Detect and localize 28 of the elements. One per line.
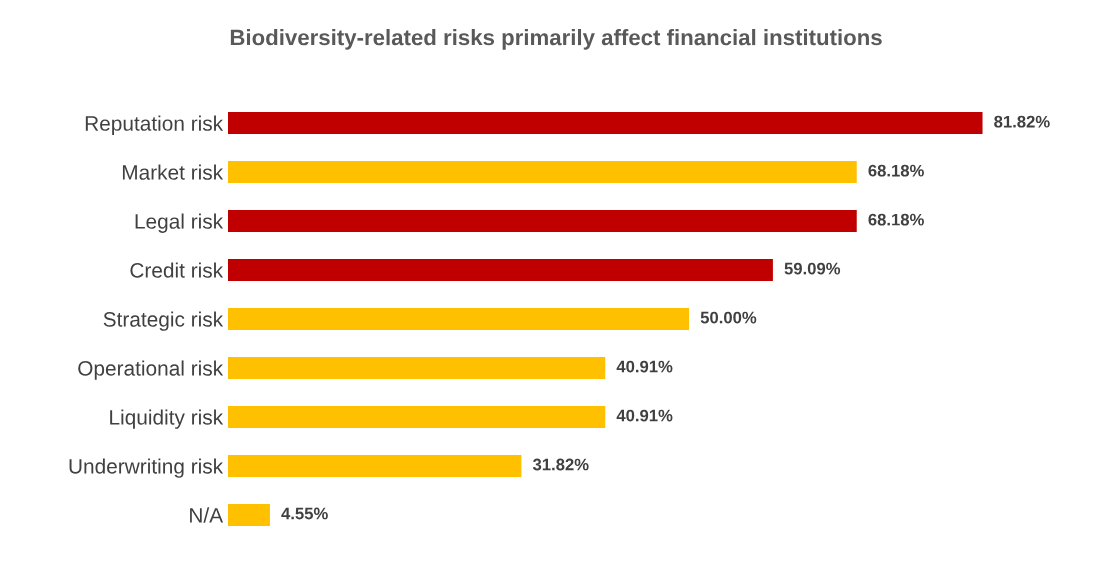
bar: [227, 210, 857, 233]
data-label: 50.00%: [700, 311, 757, 324]
chart-title: Biodiversity-related risks primarily affect financial institutions: [230, 29, 882, 50]
bar: [227, 405, 606, 428]
bar: [227, 356, 606, 379]
data-label: 31.82%: [532, 458, 589, 471]
y-tick-label: Legal risk: [135, 213, 224, 233]
bar: [227, 503, 270, 526]
y-tick-label: Reputation risk: [85, 115, 224, 135]
y-tick-label: Market risk: [122, 164, 224, 180]
bar: [227, 112, 983, 135]
data-label: 68.18%: [868, 164, 924, 177]
data-label: 81.82%: [994, 115, 1050, 128]
y-tick-label: Operational risk: [78, 360, 224, 380]
data-label: 68.18%: [868, 213, 924, 226]
data-label: 59.09%: [784, 262, 841, 275]
y-tick-label: Credit risk: [130, 262, 224, 278]
y-tick-label: Liquidity risk: [110, 409, 224, 429]
data-label: 40.91%: [616, 360, 673, 373]
bar: [227, 454, 522, 477]
y-tick-label: Underwriting risk: [69, 458, 224, 478]
data-label: 40.91%: [616, 409, 673, 422]
bar: [227, 307, 690, 331]
data-label: 4.55%: [281, 507, 328, 520]
bar: [227, 259, 773, 282]
y-tick-label: N/A: [190, 507, 224, 523]
bar: [227, 161, 857, 184]
y-tick-label: Strategic risk: [103, 311, 224, 331]
